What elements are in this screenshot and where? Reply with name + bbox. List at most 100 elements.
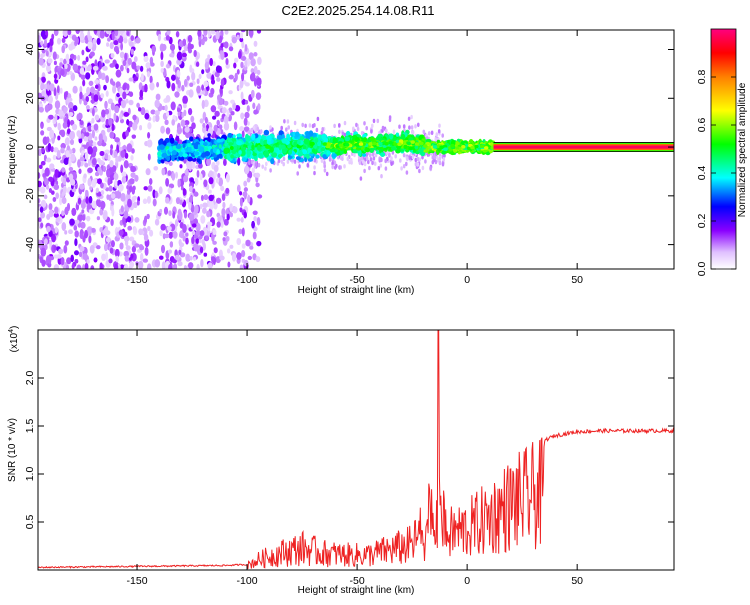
spectrogram-cell bbox=[106, 194, 110, 200]
spectrogram-cell bbox=[161, 167, 166, 176]
spectrogram-cell bbox=[105, 90, 109, 97]
spectrogram-cell bbox=[78, 168, 82, 175]
spectrogram-cell bbox=[229, 203, 233, 212]
spectrogram-cell bbox=[182, 187, 186, 196]
spectrogram-cell bbox=[206, 221, 213, 227]
spectrogram-cell bbox=[233, 121, 238, 131]
spectrogram-cell bbox=[154, 110, 160, 116]
spectrogram-cell bbox=[64, 63, 68, 70]
spectrogram-cell bbox=[81, 49, 85, 56]
spectrogram-cell bbox=[229, 146, 234, 150]
spectrogram-cell bbox=[248, 160, 251, 166]
spectrogram-cell bbox=[62, 177, 67, 186]
spectrogram-cell bbox=[195, 55, 199, 60]
spectrogram-cell bbox=[288, 149, 293, 155]
spectrogram-cell bbox=[38, 164, 43, 170]
spectrogram-cell bbox=[68, 101, 74, 110]
spectrogram-cell bbox=[188, 201, 192, 210]
spectrogram-cell bbox=[361, 153, 367, 157]
spectrogram-cell bbox=[259, 129, 263, 134]
spectrogram-cell bbox=[139, 89, 144, 98]
spectrogram-cell bbox=[86, 86, 91, 96]
spectrogram-cell bbox=[150, 109, 156, 115]
spectrogram-cell bbox=[146, 70, 151, 78]
spectrogram-cell bbox=[67, 30, 72, 36]
spectrogram-cell bbox=[40, 160, 46, 166]
spectrogram-cell bbox=[65, 150, 70, 158]
spectrogram-cell bbox=[216, 149, 221, 155]
spectrogram-cell bbox=[172, 258, 177, 264]
spectrogram-cell bbox=[118, 30, 123, 35]
spectrogram-cell bbox=[207, 30, 211, 38]
spectrogram-cell bbox=[61, 45, 65, 54]
spectrogram-cell bbox=[207, 133, 211, 137]
spectrogram-cell bbox=[159, 208, 163, 214]
spectrogram-cell bbox=[74, 36, 79, 45]
spectrogram-cell bbox=[121, 176, 127, 184]
spectrogram-cell bbox=[306, 163, 310, 168]
spectrogram-cell bbox=[322, 154, 327, 159]
spectrogram-cell bbox=[169, 137, 175, 144]
spectrogram-cell bbox=[380, 152, 386, 157]
spectrogram-cell bbox=[216, 77, 221, 82]
spectrogram-cell bbox=[218, 177, 223, 187]
spectrogram-cell bbox=[154, 190, 159, 199]
spectrogram-cell bbox=[188, 48, 192, 54]
spectrogram-cell bbox=[400, 166, 403, 171]
spectrogram-cell bbox=[63, 91, 67, 100]
spectrogram-cell bbox=[418, 168, 421, 174]
spectrogram-cell bbox=[161, 43, 167, 51]
spectrogram-cell bbox=[212, 61, 216, 67]
spectrogram-cell bbox=[171, 149, 177, 156]
spectrogram-cell bbox=[239, 191, 243, 196]
spectrogram-cell bbox=[283, 119, 286, 124]
spectrogram-cell bbox=[68, 57, 73, 66]
spectrogram-cell bbox=[94, 79, 100, 84]
spectrogram-cell bbox=[408, 155, 411, 160]
spectrogram-cell bbox=[295, 156, 301, 161]
spectrogram-cell bbox=[114, 30, 119, 37]
spectrogram-cell bbox=[67, 203, 70, 211]
spectrogram-cell bbox=[110, 240, 115, 248]
spectrogram-cell bbox=[113, 150, 118, 158]
spectrogram-cell bbox=[226, 109, 230, 118]
spectrogram-cell bbox=[136, 102, 140, 108]
spectrogram-cell bbox=[251, 144, 255, 150]
spectrogram-cell bbox=[48, 203, 53, 211]
spectrogram-cell bbox=[188, 89, 194, 98]
spectrogram-cell bbox=[85, 132, 90, 137]
spectrogram-cell bbox=[241, 146, 247, 151]
spectrogram-cell bbox=[210, 105, 217, 113]
spectrogram-cell bbox=[40, 222, 44, 229]
spectrogram-cell bbox=[64, 240, 69, 246]
spectrogram-cell bbox=[109, 148, 113, 156]
spectrogram-cell bbox=[108, 185, 113, 192]
spectrogram-cell bbox=[246, 168, 249, 173]
spectrogram-cell bbox=[240, 217, 244, 223]
spectrogram-cell bbox=[422, 129, 426, 134]
spectrogram-cell bbox=[293, 120, 297, 126]
spectrogram-cell bbox=[110, 102, 115, 111]
spectrogram-cell bbox=[410, 125, 414, 130]
spectrogram-cell bbox=[164, 119, 169, 126]
spectrogram-cell bbox=[400, 133, 406, 140]
spectrogram-cell bbox=[165, 35, 170, 41]
spectrogram-cell bbox=[193, 151, 200, 156]
spectrogram-cell bbox=[240, 30, 246, 33]
spectrogram-cell bbox=[130, 253, 134, 259]
spectrogram-cell bbox=[333, 123, 336, 129]
spectrogram-cell bbox=[79, 85, 83, 94]
spectrogram-cell bbox=[243, 180, 248, 187]
spectrogram-cell bbox=[211, 79, 215, 85]
spectrogram-cell bbox=[216, 119, 220, 126]
spectrogram-cell bbox=[126, 119, 130, 126]
spectrogram-cell bbox=[228, 46, 234, 52]
spectrogram-cell bbox=[441, 133, 445, 138]
spectrogram-cell bbox=[197, 30, 202, 37]
spectrogram-cell bbox=[86, 203, 92, 210]
spectrogram-cell bbox=[241, 72, 245, 82]
spectrogram-cell bbox=[124, 255, 129, 262]
spectrogram-cell bbox=[230, 111, 235, 116]
spectrogram-cell bbox=[61, 37, 66, 43]
spectrogram-cell bbox=[232, 145, 238, 151]
